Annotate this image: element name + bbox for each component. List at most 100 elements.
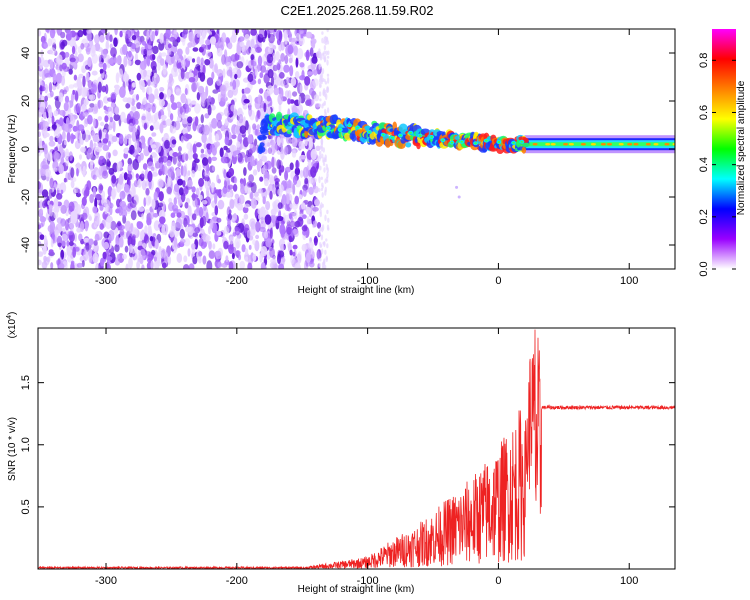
noise-speckle: [222, 185, 228, 194]
noise-speckle: [177, 243, 181, 249]
noise-speckle: [255, 220, 261, 233]
noise-speckle: [260, 65, 267, 73]
noise-speckle: [102, 138, 109, 144]
noise-speckle: [210, 182, 216, 189]
noise-speckle: [204, 59, 211, 66]
noise-speckle: [216, 78, 222, 86]
noise-speckle: [201, 44, 207, 49]
noise-speckle: [51, 115, 55, 125]
noise-speckle: [288, 235, 293, 243]
noise-speckle: [77, 188, 81, 195]
noise-speckle: [234, 193, 240, 200]
noise-speckle: [159, 161, 164, 172]
noise-speckle: [169, 36, 176, 42]
noise-speckle: [53, 151, 59, 162]
noise-speckle: [164, 139, 170, 149]
noise-speckle: [122, 253, 127, 260]
noise-speckle: [102, 251, 107, 260]
noise-speckle: [324, 214, 327, 222]
noise-speckle: [322, 53, 325, 60]
noise-speckle: [216, 217, 222, 223]
trace-blob: [384, 138, 391, 148]
trace-hotspot: [545, 143, 551, 146]
noise-speckle: [176, 217, 182, 229]
noise-speckle: [238, 194, 245, 205]
noise-speckle: [125, 29, 132, 39]
noise-speckle: [326, 167, 329, 174]
noise-speckle: [237, 253, 242, 261]
noise-speckle: [76, 105, 81, 114]
noise-speckle: [150, 260, 154, 269]
noise-speckle: [232, 79, 237, 90]
noise-speckle: [92, 174, 97, 181]
noise-speckle: [89, 103, 95, 108]
noise-speckle: [43, 143, 48, 155]
noise-speckle: [324, 55, 327, 62]
noise-speckle: [173, 197, 177, 206]
noise-speckle: [48, 215, 52, 223]
noise-speckle: [292, 91, 298, 97]
noise-speckle: [276, 62, 280, 70]
noise-speckle: [44, 95, 48, 102]
noise-speckle: [311, 98, 315, 105]
noise-speckle: [326, 209, 329, 215]
noise-speckle: [95, 193, 102, 201]
noise-speckle: [249, 155, 255, 167]
noise-speckle: [195, 142, 202, 148]
noise-speckle: [145, 187, 150, 196]
noise-speckle: [106, 256, 113, 261]
noise-speckle: [295, 32, 300, 42]
noise-speckle: [38, 69, 43, 77]
noise-speckle: [64, 123, 69, 133]
noise-speckle: [136, 102, 142, 110]
noise-speckle: [206, 260, 213, 269]
snr-y-axis-label: SNR (10 * v/v): [7, 417, 18, 481]
noise-speckle: [68, 201, 75, 213]
noise-speckle: [311, 56, 318, 64]
noise-speckle: [295, 57, 299, 68]
noise-speckle: [97, 81, 102, 93]
noise-speckle: [38, 131, 41, 138]
noise-speckle: [53, 198, 59, 209]
noise-speckle: [221, 157, 228, 164]
noise-speckle: [314, 199, 320, 207]
noise-speckle: [284, 166, 291, 173]
noise-speckle: [73, 188, 77, 195]
noise-speckle: [40, 208, 44, 214]
noise-speckle: [191, 100, 197, 105]
noise-speckle: [103, 241, 110, 250]
noise-speckle: [88, 94, 96, 101]
noise-speckle: [291, 149, 297, 158]
noise-speckle: [313, 185, 319, 194]
noise-speckle: [231, 252, 235, 260]
noise-speckle: [178, 199, 183, 205]
noise-speckle: [70, 167, 75, 179]
noise-speckle: [206, 77, 214, 86]
noise-speckle: [105, 84, 109, 95]
noise-speckle: [148, 93, 155, 104]
spectrogram-y-ticks: -40 -20 0 20 40: [20, 47, 675, 253]
noise-speckle: [327, 217, 330, 223]
noise-speckle: [48, 249, 54, 254]
noise-speckle: [183, 217, 188, 228]
noise-speckle: [309, 47, 314, 57]
noise-speckle: [211, 147, 217, 156]
trace-blob: [416, 141, 421, 150]
noise-speckle: [198, 37, 205, 45]
noise-speckle: [284, 83, 289, 89]
noise-speckle: [257, 188, 263, 194]
noise-speckle: [265, 160, 272, 170]
trace-peak-core: [441, 139, 445, 142]
noise-speckle: [321, 185, 324, 189]
noise-speckle: [160, 52, 167, 57]
noise-speckle: [94, 42, 101, 52]
noise-speckle: [61, 62, 67, 70]
noise-speckle: [250, 48, 257, 55]
noise-speckle: [80, 86, 88, 98]
noise-speckle: [298, 95, 302, 106]
noise-speckle: [324, 249, 327, 255]
noise-speckle: [278, 72, 285, 79]
noise-speckle: [319, 209, 322, 214]
noise-speckle: [285, 76, 290, 84]
noise-speckle: [288, 57, 293, 64]
